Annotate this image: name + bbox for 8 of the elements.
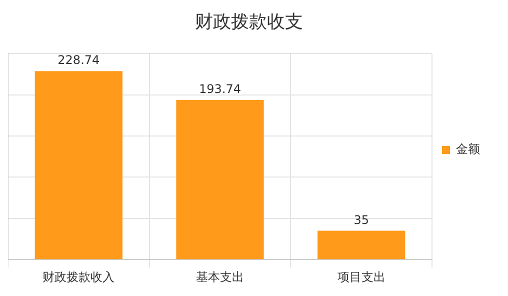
legend-label: 金额 [456, 142, 480, 156]
data-label: 35 [354, 212, 369, 227]
chart-title: 财政拨款收支 [195, 11, 303, 32]
x-tick-label: 项目支出 [337, 270, 386, 284]
x-tick-label: 财政拨款收入 [42, 270, 115, 284]
data-label: 228.74 [58, 53, 100, 68]
data-label: 193.74 [199, 82, 241, 96]
x-tick-label: 基本支出 [196, 270, 244, 284]
